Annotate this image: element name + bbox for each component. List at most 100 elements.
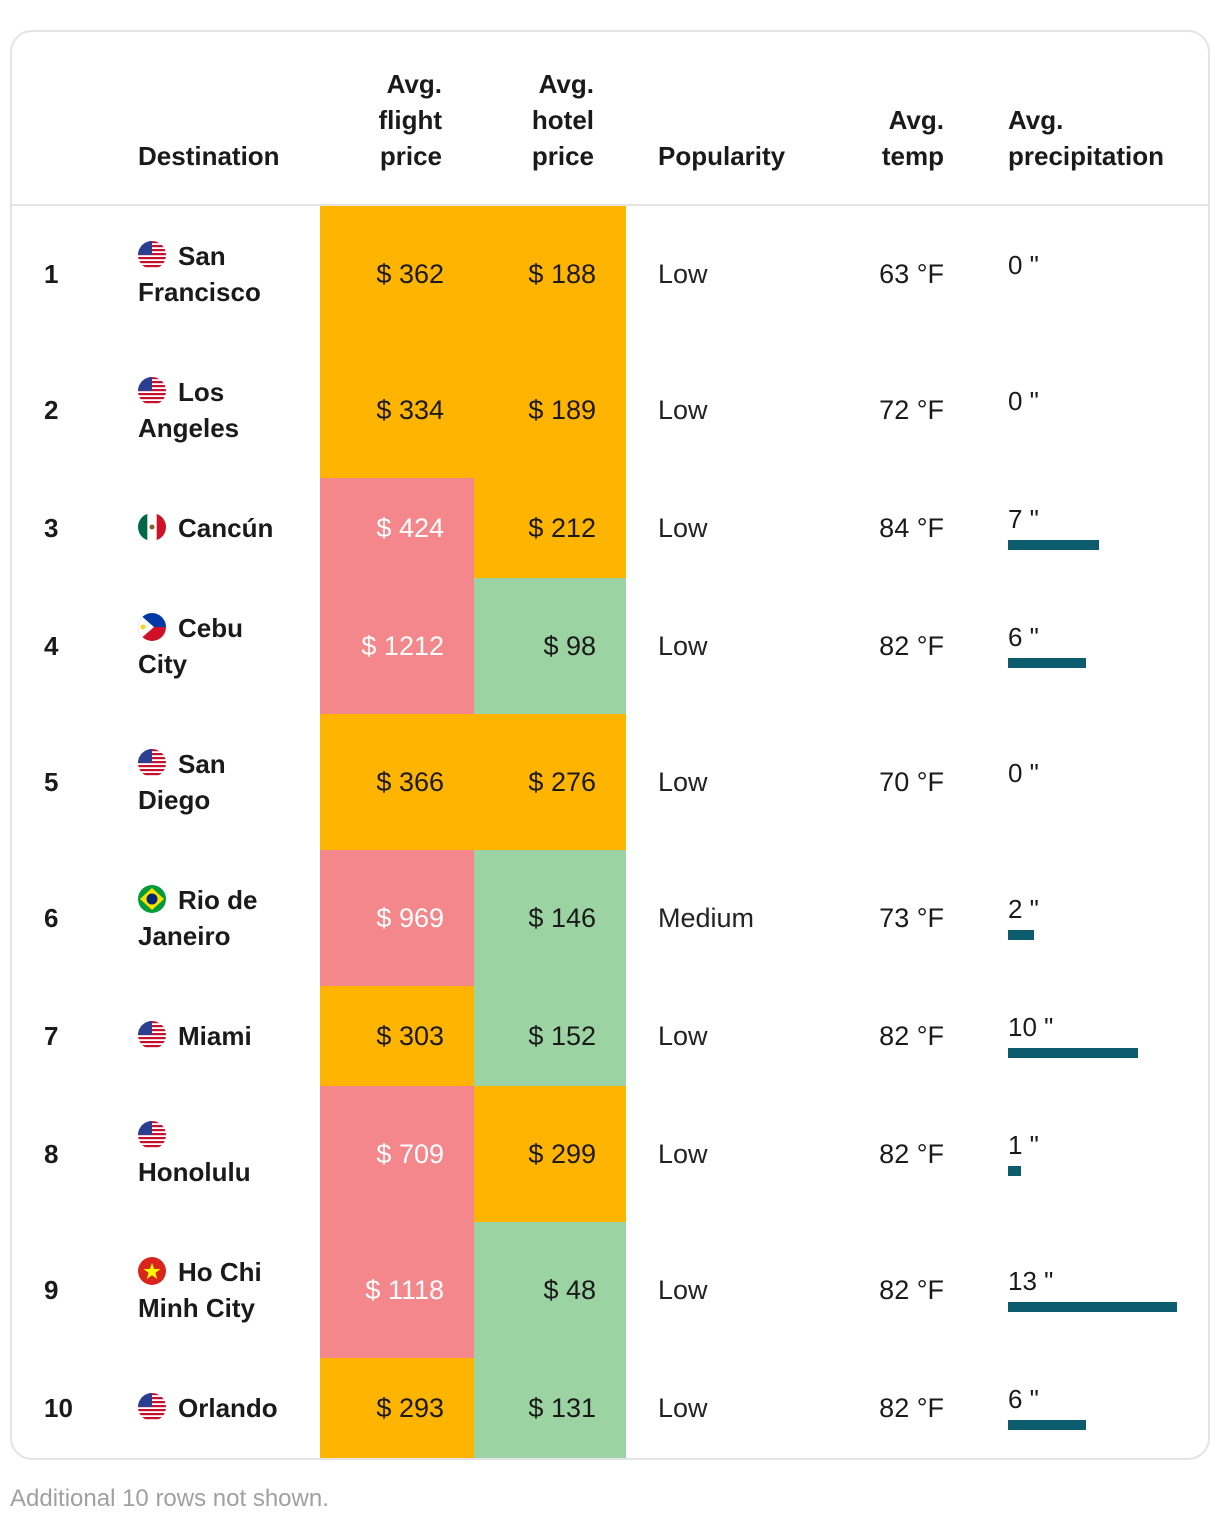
rank: 1 (44, 258, 59, 289)
hotel-price-cell: $ 98 (474, 578, 626, 714)
destination-name-line1: Cebu (178, 613, 243, 643)
popularity-cell: Medium (658, 902, 755, 933)
rank: 7 (44, 1020, 59, 1051)
flight-price-cell: $ 293 (320, 1358, 474, 1458)
footnote: Additional 10 rows not shown. (10, 1485, 329, 1512)
precipitation-value: 0 " (1008, 250, 1039, 280)
hotel-price-cell: $ 189 (474, 342, 626, 478)
header-precipitation: Avg. precipitation (1008, 105, 1165, 171)
rank: 2 (44, 394, 59, 425)
precipitation-cell: 10 " (1008, 986, 1208, 1086)
flight-price-cell: $ 969 (320, 850, 474, 986)
destination-cell: Orlando (138, 1358, 318, 1458)
popularity-cell: Low (658, 1274, 708, 1305)
popularity-cell: Low (658, 258, 708, 289)
destination-name: Orlando (178, 1393, 278, 1423)
hotel-price-cell: $ 146 (474, 850, 626, 986)
rank: 4 (44, 630, 59, 661)
hotel-price-cell: $ 212 (474, 478, 626, 578)
precipitation-cell: 13 " (1008, 1222, 1208, 1358)
temp-cell: 82 °F (879, 1138, 944, 1169)
temp-cell: 63 °F (879, 258, 944, 289)
popularity-cell: Low (658, 1392, 708, 1423)
destination-name-line1: San (178, 749, 226, 779)
flight-price-cell: $ 709 (320, 1086, 474, 1222)
destination-name-line2: Honolulu (138, 1157, 251, 1187)
flight-price-cell: $ 1212 (320, 578, 474, 714)
destination-name-line1: Ho Chi (178, 1257, 262, 1287)
temp-cell: 73 °F (879, 902, 944, 933)
flight-price-cell: $ 362 (320, 206, 474, 342)
precipitation-value: 13 " (1008, 1266, 1054, 1296)
precipitation-bar (1008, 1048, 1138, 1058)
hotel-price-cell: $ 152 (474, 986, 626, 1086)
destination-cell: San Francisco (138, 206, 318, 342)
temp-cell: 82 °F (879, 1274, 944, 1305)
temp-cell: 82 °F (879, 1020, 944, 1051)
hotel-price-cell: $ 48 (474, 1222, 626, 1358)
destination-name-line2: Angeles (138, 413, 240, 443)
precipitation-cell: 0 " (1008, 714, 1208, 850)
flag-icon (138, 513, 166, 541)
temp-cell: 82 °F (879, 630, 944, 661)
destination-cell: San Diego (138, 714, 318, 850)
table-row: 3 Cancún $ 424 $ 212 Low 84 °F 7 " (12, 478, 1208, 578)
popularity-cell: Low (658, 1020, 708, 1051)
flag-icon (138, 377, 166, 405)
precipitation-value: 7 " (1008, 504, 1039, 534)
flag-icon (138, 241, 166, 269)
precipitation-cell: 0 " (1008, 342, 1208, 478)
precipitation-bar (1008, 930, 1034, 940)
destination-name-line1: San (178, 241, 226, 271)
flag-icon (138, 885, 166, 913)
precipitation-bar (1008, 1302, 1177, 1312)
table-row: 2 Los Angeles $ 334 $ 189 Low 72 °F 0 " (12, 342, 1208, 478)
table-row: 8 Honolulu $ 709 $ 299 Low 82 °F 1 " (12, 1086, 1208, 1222)
header-temp: Avg. temp (881, 105, 944, 171)
header-flight-price: Avg. flight price (378, 69, 442, 171)
hotel-price-cell: $ 131 (474, 1358, 626, 1458)
hotel-price-cell: $ 299 (474, 1086, 626, 1222)
hotel-price-cell: $ 188 (474, 206, 626, 342)
destinations-table: Destination Avg. flight price Avg. hotel pri… (10, 30, 1210, 1460)
header-hotel-price: Avg. hotel price (531, 69, 594, 171)
hotel-price-cell: $ 276 (474, 714, 626, 850)
rank: 6 (44, 902, 59, 933)
precipitation-value: 6 " (1008, 1384, 1039, 1414)
precipitation-value: 10 " (1008, 1012, 1054, 1042)
rank: 8 (44, 1138, 59, 1169)
popularity-cell: Low (658, 766, 708, 797)
table-row: 5 San Diego $ 366 $ 276 Low 70 °F 0 " (12, 714, 1208, 850)
destination-name-line2: Francisco (138, 277, 261, 307)
precipitation-cell: 2 " (1008, 850, 1208, 986)
precipitation-value: 6 " (1008, 622, 1039, 652)
precipitation-bar (1008, 540, 1099, 550)
table-row: 9 Ho Chi Minh City $ 1118 $ 48 Low 82 °F 13 " (12, 1222, 1208, 1358)
precipitation-value: 0 " (1008, 386, 1039, 416)
temp-cell: 82 °F (879, 1392, 944, 1423)
precipitation-bar (1008, 1166, 1021, 1176)
header-destination: Destination (138, 141, 280, 171)
rank: 10 (44, 1392, 73, 1423)
table-header: Destination Avg. flight price Avg. hotel pri… (12, 32, 1208, 206)
flight-price-cell: $ 334 (320, 342, 474, 478)
destination-cell: Los Angeles (138, 342, 318, 478)
flag-icon (138, 1021, 166, 1049)
precipitation-bar (1008, 1420, 1086, 1430)
flight-price-cell: $ 366 (320, 714, 474, 850)
flight-price-cell: $ 1118 (320, 1222, 474, 1358)
precipitation-cell: 7 " (1008, 478, 1208, 578)
rank: 3 (44, 512, 59, 543)
destination-name-line2: Janeiro (138, 921, 231, 951)
destination-cell: Ho Chi Minh City (138, 1222, 318, 1358)
destination-name: Miami (178, 1021, 252, 1051)
table-row: 4 Cebu City $ 1212 $ 98 Low 82 °F 6 " (12, 578, 1208, 714)
flag-icon (138, 749, 166, 777)
rank: 5 (44, 766, 59, 797)
destination-name: Cancún (178, 513, 274, 543)
destination-cell: Cebu City (138, 578, 318, 714)
header-popularity: Popularity (658, 141, 786, 171)
destination-name-line2: Minh City (138, 1293, 255, 1323)
precipitation-value: 1 " (1008, 1130, 1039, 1160)
precipitation-cell: 1 " (1008, 1086, 1208, 1222)
